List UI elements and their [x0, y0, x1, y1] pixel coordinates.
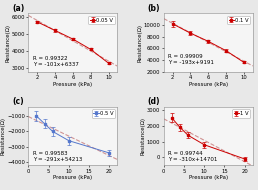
X-axis label: Pressure (kPa): Pressure (kPa)	[189, 82, 228, 87]
Legend: 1 V: 1 V	[232, 109, 250, 118]
Text: R = 0.99909
Y = -193x+9191: R = 0.99909 Y = -193x+9191	[168, 54, 214, 65]
Y-axis label: Resistance(Ω): Resistance(Ω)	[137, 24, 142, 62]
Text: R = 0.99744
Y = -310x+14701: R = 0.99744 Y = -310x+14701	[168, 151, 217, 162]
Text: (d): (d)	[148, 97, 160, 106]
X-axis label: Pressure (kPa): Pressure (kPa)	[53, 175, 92, 180]
Y-axis label: Resistance(Ω): Resistance(Ω)	[1, 117, 6, 155]
X-axis label: Pressure (kPa): Pressure (kPa)	[53, 82, 92, 87]
Legend: 0.05 V: 0.05 V	[88, 16, 115, 24]
Text: (b): (b)	[148, 4, 160, 13]
Text: R = 0.99322
Y = -101x+6337: R = 0.99322 Y = -101x+6337	[33, 56, 79, 67]
Legend: 0.1 V: 0.1 V	[227, 16, 250, 24]
Y-axis label: Resistance(Ω): Resistance(Ω)	[140, 117, 146, 155]
Text: R = 0.99583
Y = -291x+54213: R = 0.99583 Y = -291x+54213	[33, 151, 82, 162]
Legend: 0.5 V: 0.5 V	[92, 109, 115, 118]
Text: (c): (c)	[12, 97, 24, 106]
Text: (a): (a)	[12, 4, 25, 13]
Y-axis label: Resistance(Ω): Resistance(Ω)	[5, 24, 10, 62]
X-axis label: Pressure (kPa): Pressure (kPa)	[189, 175, 228, 180]
